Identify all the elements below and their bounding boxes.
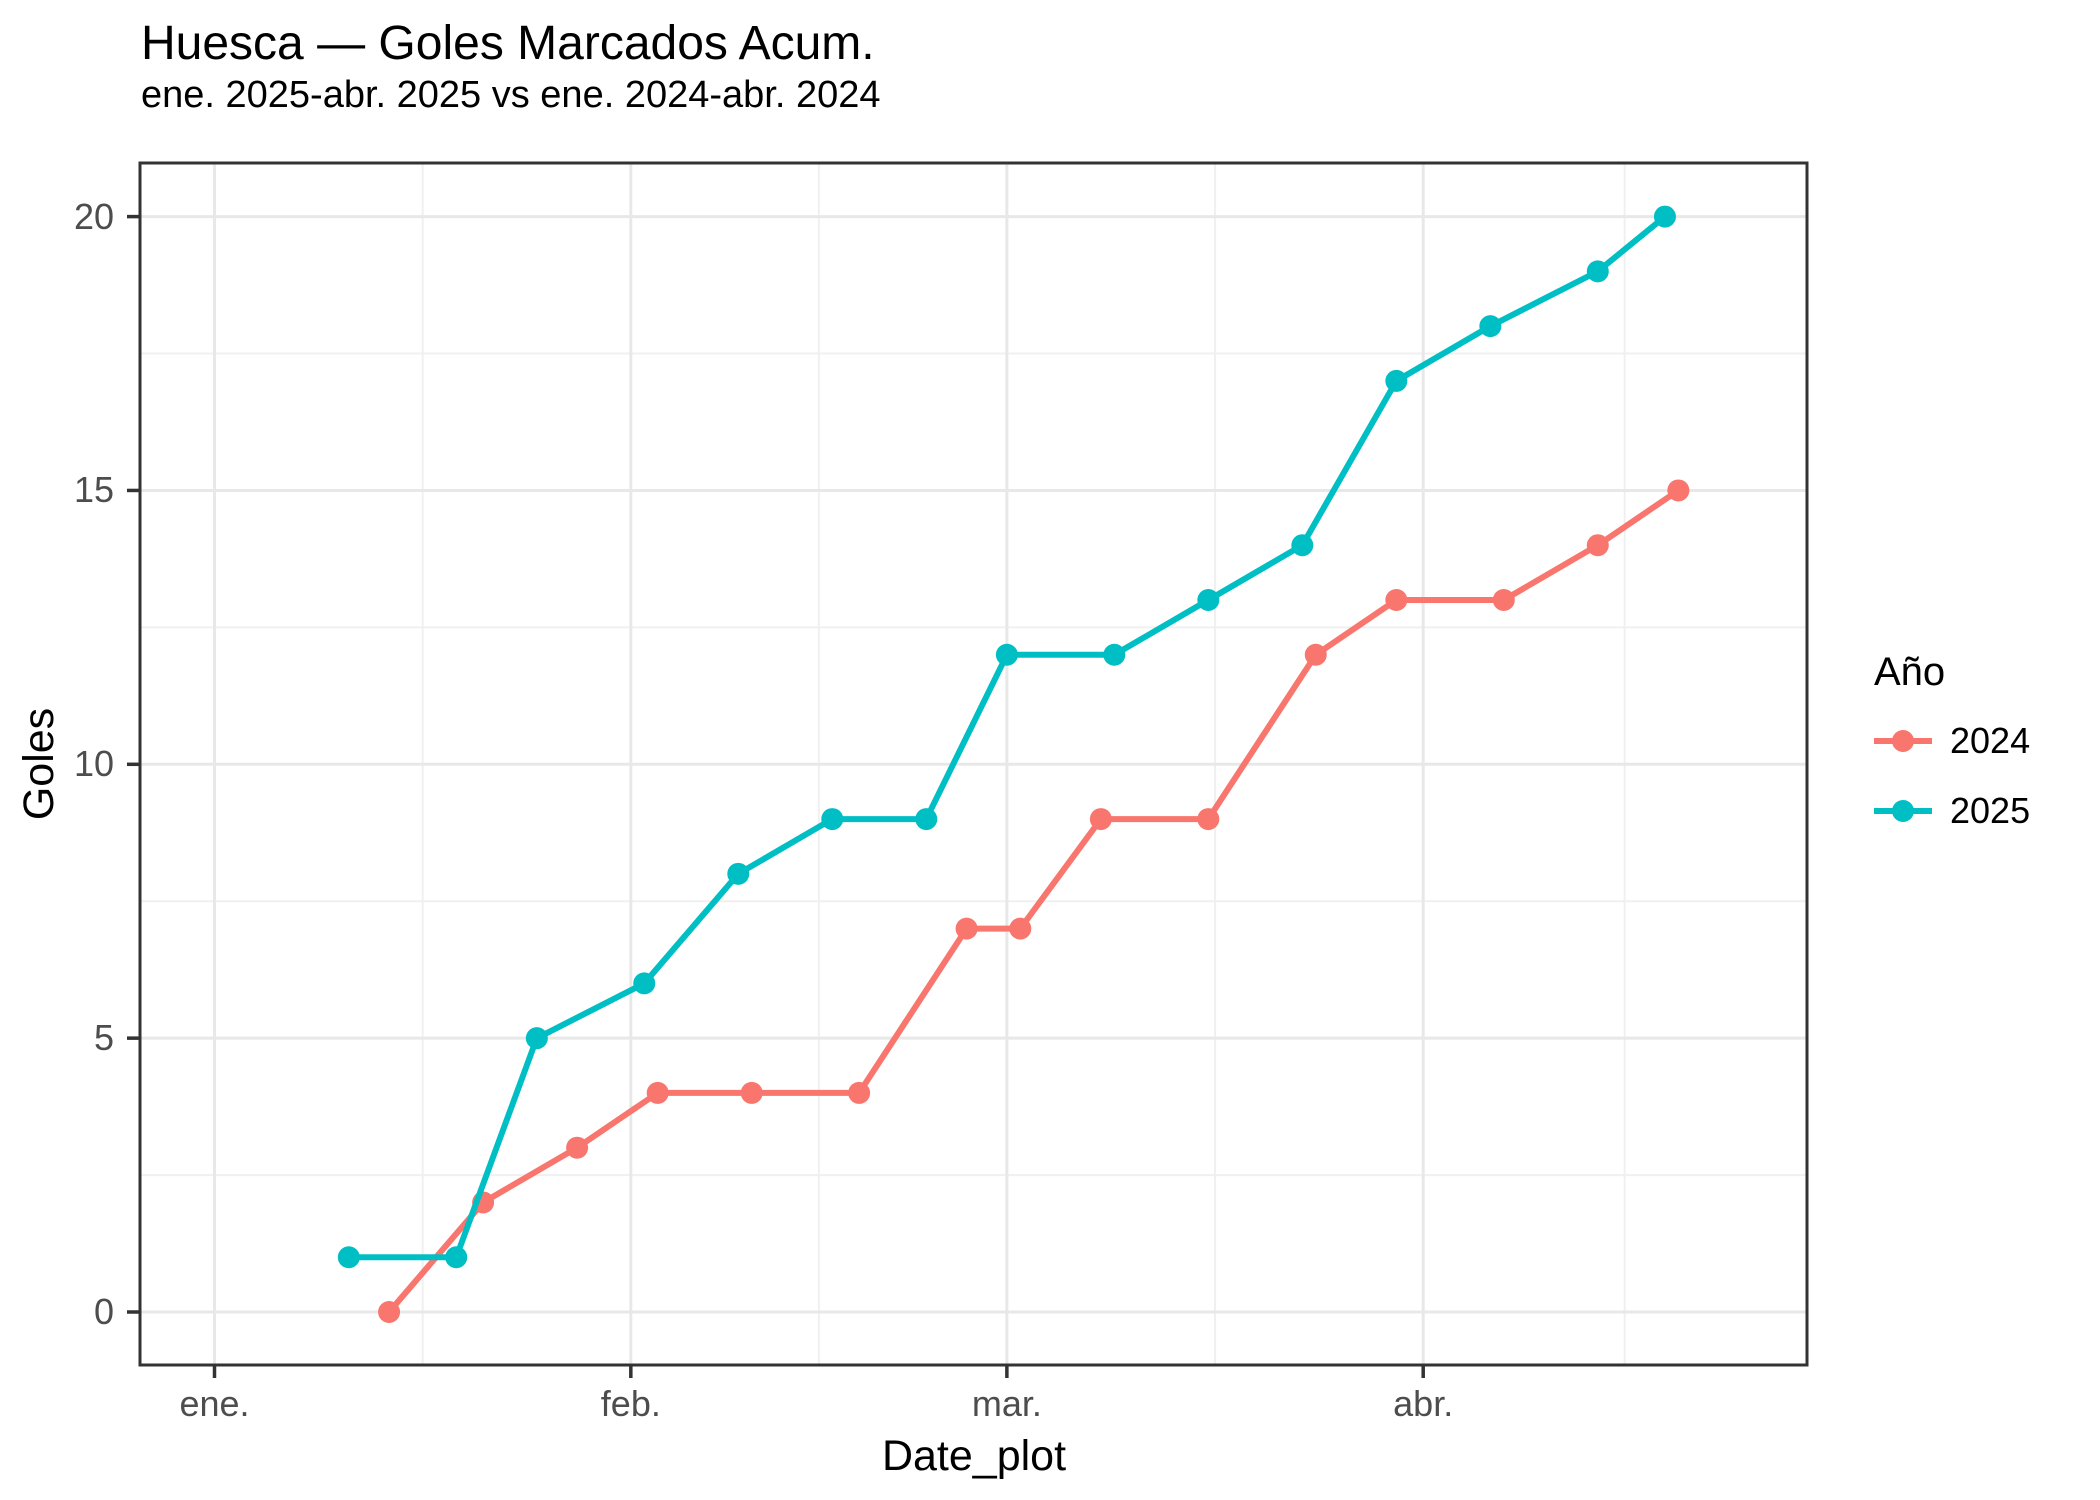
legend-key-icon xyxy=(1874,800,1932,822)
legend-entry-2024: 2024 xyxy=(1874,706,2100,776)
data-point-2025 xyxy=(1586,260,1609,283)
data-point-2025 xyxy=(1385,369,1408,392)
data-point-2025 xyxy=(1103,643,1126,666)
legend-key-icon xyxy=(1874,730,1932,752)
data-point-2024 xyxy=(1492,588,1515,611)
legend-entry-2025: 2025 xyxy=(1874,776,2100,846)
legend-label: 2025 xyxy=(1950,790,2031,831)
data-point-2024 xyxy=(1009,917,1032,940)
data-point-2024 xyxy=(848,1081,871,1104)
legend-entries: 2024 2025 xyxy=(1874,706,2100,846)
x-tick-label: mar. xyxy=(971,1383,1042,1424)
x-tick-label: ene. xyxy=(179,1383,250,1424)
y-tick-label: 15 xyxy=(73,469,114,511)
x-tick-label: feb. xyxy=(600,1383,661,1424)
data-point-2024 xyxy=(1667,479,1690,502)
series-2024 xyxy=(378,479,1690,1323)
y-tick-label: 5 xyxy=(93,1017,114,1059)
data-point-2025 xyxy=(1197,588,1220,611)
y-axis-title: Goles xyxy=(15,707,63,821)
x-axis-title: Date_plot xyxy=(881,1432,1067,1480)
data-point-2025 xyxy=(727,862,750,885)
data-point-2025 xyxy=(915,808,938,831)
data-point-2024 xyxy=(1197,808,1220,831)
data-point-2025 xyxy=(821,808,844,831)
data-point-2024 xyxy=(740,1081,763,1104)
y-tick-label: 10 xyxy=(73,743,114,785)
legend-label: 2024 xyxy=(1950,720,2031,761)
data-point-2025 xyxy=(1291,534,1314,557)
data-point-2024 xyxy=(1586,534,1609,557)
data-point-2024 xyxy=(566,1136,589,1159)
chart-subtitle: ene. 2025-abr. 2025 vs ene. 2024-abr. 20… xyxy=(141,74,881,116)
data-point-2025 xyxy=(1479,315,1502,338)
data-point-2024 xyxy=(378,1301,401,1323)
series-2025 xyxy=(337,205,1676,1269)
data-point-2025 xyxy=(337,1246,360,1269)
legend: Año 2024 2025 xyxy=(1874,648,2100,846)
y-tick-label: 20 xyxy=(73,195,114,237)
data-point-2025 xyxy=(1653,205,1676,228)
grid-major xyxy=(140,163,1807,1365)
chart-title: Huesca — Goles Marcados Acum. xyxy=(141,17,875,70)
data-point-2025 xyxy=(633,972,656,995)
data-point-2025 xyxy=(525,1027,548,1050)
y-tick-label: 0 xyxy=(93,1291,114,1332)
data-point-2024 xyxy=(1385,588,1408,611)
data-point-2025 xyxy=(445,1246,468,1269)
data-point-2024 xyxy=(646,1081,669,1104)
data-point-2025 xyxy=(995,643,1018,666)
panel-border xyxy=(138,161,1809,1367)
axis-tick-marks xyxy=(127,214,1425,1378)
data-point-2024 xyxy=(1089,808,1112,831)
data-point-2024 xyxy=(1304,643,1327,666)
legend-title: Año xyxy=(1874,650,1946,694)
x-tick-label: abr. xyxy=(1393,1383,1454,1424)
data-point-2024 xyxy=(955,917,978,940)
